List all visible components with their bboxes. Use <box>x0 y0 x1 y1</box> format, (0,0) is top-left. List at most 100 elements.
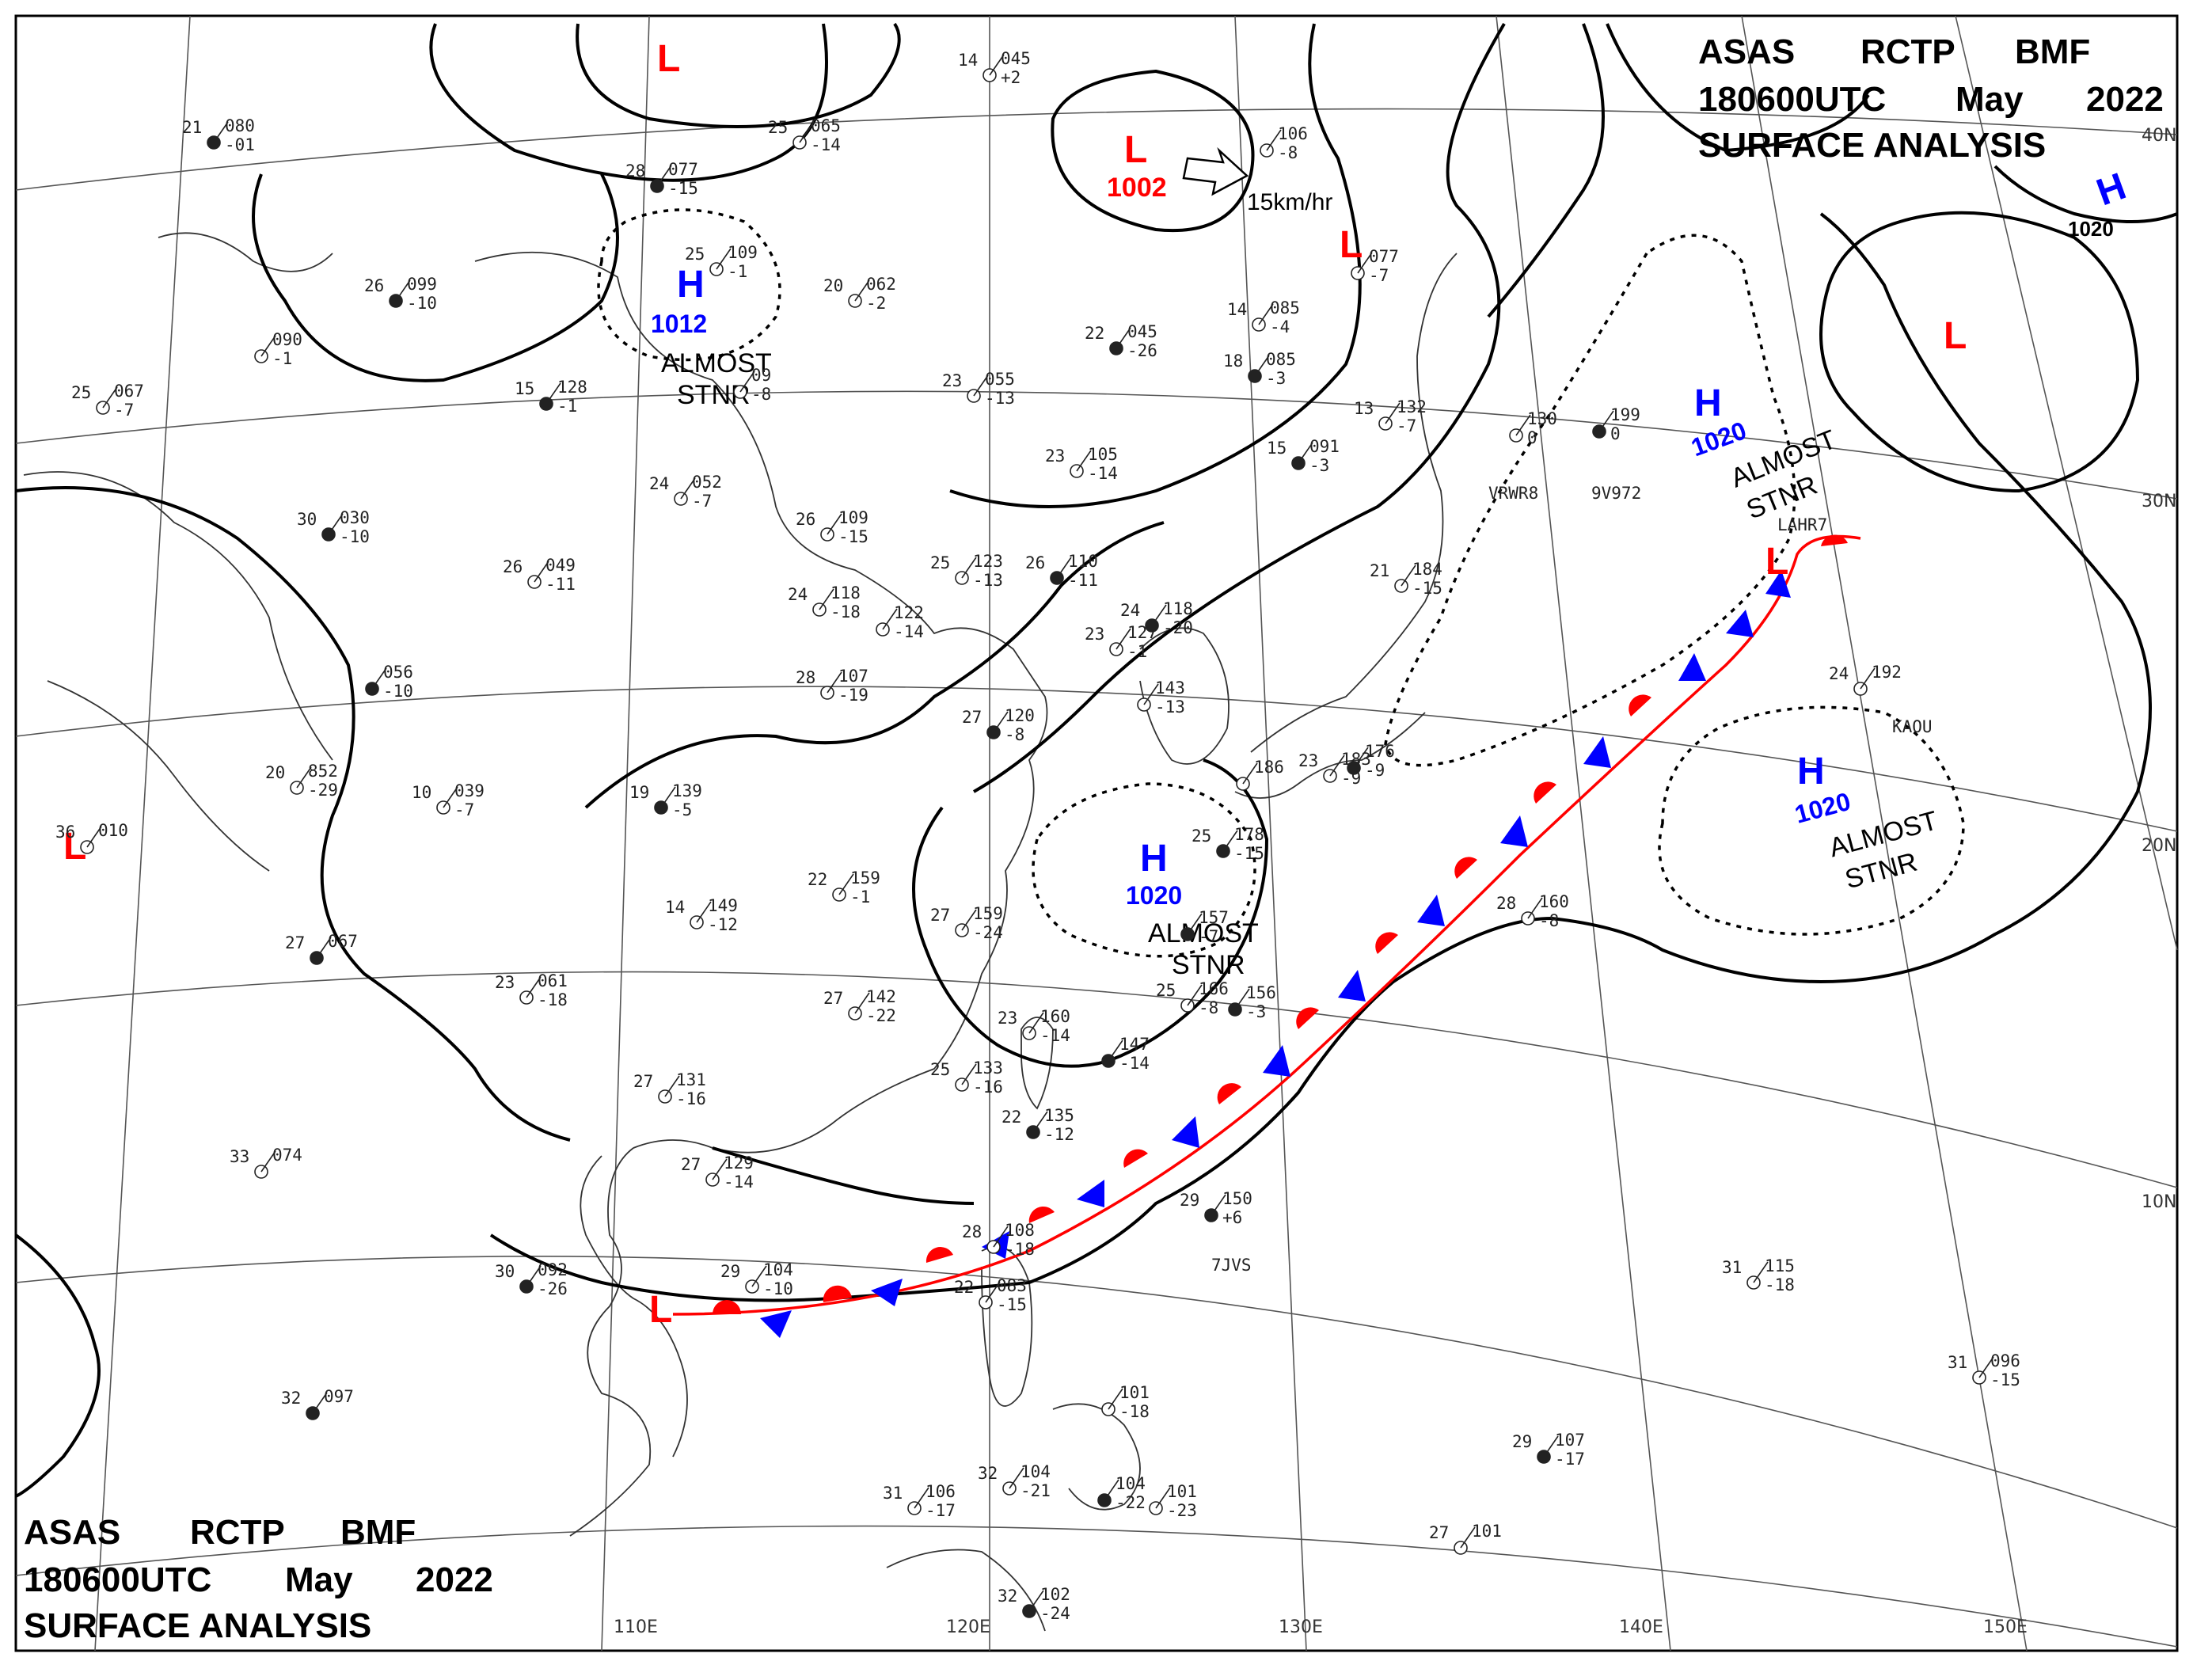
station-tendency: -15 <box>838 527 868 546</box>
wind-barb-icon <box>1009 1467 1024 1489</box>
station-pressure: 150 <box>1222 1189 1252 1208</box>
station-temperature: 26 <box>503 557 523 576</box>
station-plot: 104-22 <box>1097 1474 1146 1512</box>
station-plot: 13 132-7 <box>1354 397 1427 435</box>
station-tendency: -14 <box>894 622 924 641</box>
station-tendency: -16 <box>973 1078 1003 1097</box>
wind-barb-icon <box>86 826 102 848</box>
svg-text:180600UTC: 180600UTC <box>1698 80 1886 119</box>
station-pressure: 159 <box>973 904 1003 923</box>
station-tendency: -22 <box>866 1006 896 1025</box>
station-tendency: -3 <box>1266 369 1286 388</box>
lon-label-120e: 120E <box>946 1617 990 1637</box>
station-tendency: -23 <box>1167 1501 1197 1520</box>
station-temperature: 32 <box>281 1389 301 1408</box>
wind-barb-icon <box>1401 564 1416 587</box>
station-plot: 23 127-1 <box>1085 623 1157 661</box>
wind-barb-icon <box>213 121 229 143</box>
station-tendency: -3 <box>1246 1002 1266 1021</box>
station-pressure: 156 <box>1246 983 1276 1002</box>
wind-barb-icon <box>526 1265 542 1287</box>
movement-arrow-icon <box>1182 146 1249 196</box>
svg-text:BMF: BMF <box>2015 32 2090 71</box>
station-pressure: 052 <box>692 473 722 492</box>
station-tendency: 0 <box>1527 428 1537 447</box>
wind-barb-icon <box>1298 442 1313 464</box>
wind-barb-icon <box>1527 897 1543 919</box>
svg-text:SURFACE ANALYSIS: SURFACE ANALYSIS <box>24 1606 371 1645</box>
wind-barb-icon <box>827 513 842 535</box>
wind-barb-icon <box>712 1158 728 1180</box>
wind-barb-icon <box>961 557 977 579</box>
station-pressure: 192 <box>1872 663 1902 682</box>
svg-text:2022: 2022 <box>416 1560 493 1599</box>
low-marker: L <box>649 1289 672 1331</box>
svg-text:180600UTC: 180600UTC <box>24 1560 211 1599</box>
wind-barb-icon <box>854 279 870 302</box>
low-marker: L <box>1944 315 1967 357</box>
wind-barb-icon <box>1460 1526 1476 1549</box>
station-plot: 29 150+6 <box>1180 1189 1252 1227</box>
low-marker: L <box>1340 224 1363 266</box>
wind-barb-icon <box>973 374 989 397</box>
station-plot: 20 852-29 <box>265 762 338 800</box>
station-tendency: -1 <box>728 262 747 281</box>
station-pressure: 176 <box>1365 742 1395 761</box>
station-plot: 26 099-10 <box>364 275 437 313</box>
wind-barb-icon <box>985 1281 1001 1303</box>
station-pressure: 085 <box>1266 350 1296 369</box>
station-plot: 18 085-3 <box>1223 350 1296 388</box>
ship-ids: VRWR8 9V972 LAHR7 KAOU 7JVS <box>1211 484 1933 1275</box>
station-plot: 143-13 <box>1137 678 1185 716</box>
station-plot: 157-7 <box>1180 908 1229 946</box>
station-temperature: 14 <box>958 51 978 70</box>
svg-text:May: May <box>285 1560 353 1599</box>
station-pressure: 062 <box>866 275 896 294</box>
station-temperature: 23 <box>1298 751 1318 770</box>
station-plot: 32 104-21 <box>978 1462 1051 1500</box>
station-tendency: -10 <box>407 294 437 313</box>
station-plot: 09-8 <box>733 366 771 404</box>
ship-id-label: LAHR7 <box>1777 515 1827 534</box>
station-temperature: 25 <box>685 245 705 264</box>
wind-barb-icon <box>1266 129 1282 151</box>
station-temperature: 24 <box>1120 601 1140 620</box>
station-pressure: 091 <box>1309 437 1340 456</box>
station-temperature: 20 <box>823 276 843 295</box>
wind-barb-icon <box>993 711 1009 733</box>
station-temperature: 28 <box>962 1222 982 1241</box>
low-marker: L <box>1124 129 1147 171</box>
high-marker: H <box>1140 838 1168 880</box>
station-pressure: 049 <box>545 556 576 575</box>
station-temperature: 36 <box>55 823 75 842</box>
station-temperature: 29 <box>1512 1432 1532 1451</box>
wind-barb-icon <box>1155 1487 1171 1509</box>
station-plot: 22 083-15 <box>954 1276 1027 1314</box>
station-tendency: -15 <box>997 1295 1027 1314</box>
wind-barb-icon <box>1028 1590 1044 1612</box>
station-temperature: 25 <box>1192 827 1211 846</box>
station-pressure: 067 <box>114 382 144 401</box>
wind-barb-icon <box>1598 410 1614 432</box>
station-temperature: 14 <box>665 898 685 917</box>
station-tendency: -1 <box>1127 642 1147 661</box>
wind-barb-icon <box>312 1392 328 1414</box>
station-tendency: -29 <box>308 781 338 800</box>
wind-barb-icon <box>660 786 676 808</box>
wind-barb-icon <box>296 766 312 789</box>
station-pressure: 142 <box>866 987 896 1006</box>
station-temperature: 25 <box>71 383 91 402</box>
station-temperature: 22 <box>808 870 827 889</box>
station-tendency: -10 <box>383 682 413 701</box>
wind-barb-icon <box>328 513 344 535</box>
station-plot: 23 055-13 <box>942 370 1015 408</box>
station-plot: 156-3 <box>1228 983 1276 1021</box>
svg-text:RCTP: RCTP <box>1860 32 1955 71</box>
station-pressure: 184 <box>1412 560 1442 579</box>
station-plot: 36 010 <box>55 821 128 854</box>
station-tendency: -20 <box>1163 618 1193 637</box>
wind-barb-icon <box>1116 628 1131 650</box>
low-pressure-label: 1002 <box>1107 173 1167 203</box>
low-marker: L <box>1765 541 1788 583</box>
station-plot: 10 039-7 <box>412 781 485 819</box>
